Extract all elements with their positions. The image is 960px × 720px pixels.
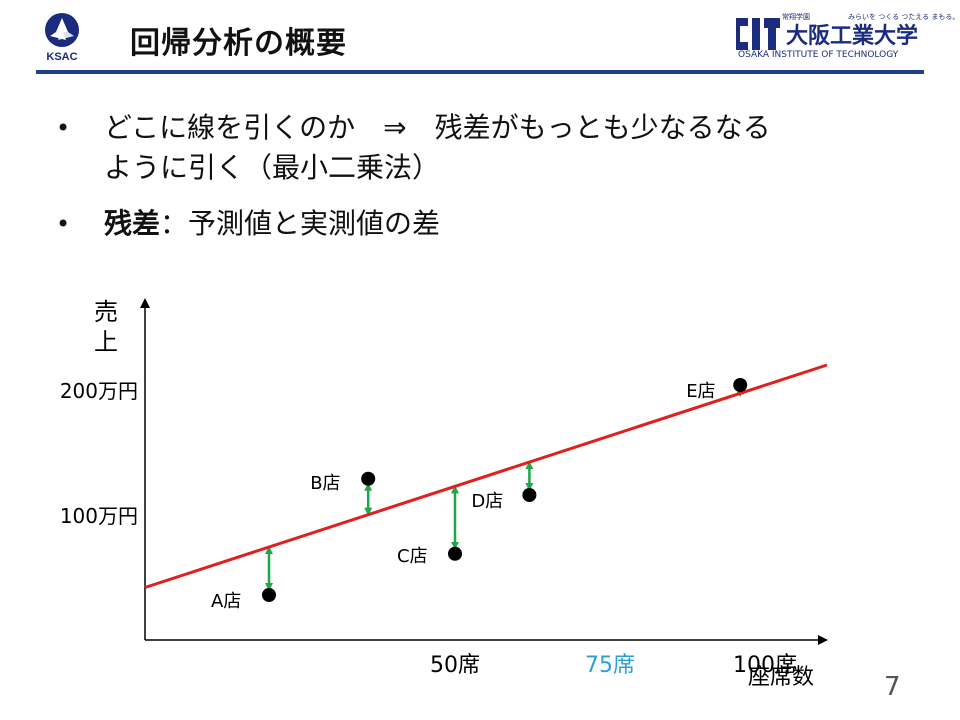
bullet-1-line1: どこに線を引くのか ⇒ 残差がもっとも少なるなる bbox=[104, 111, 771, 144]
y-tick-label: 100万円 bbox=[60, 504, 138, 528]
point-label: B店 bbox=[310, 473, 340, 494]
x-tick-label: 75席 bbox=[585, 653, 635, 678]
y-axis-label: 売上 bbox=[94, 298, 118, 356]
data-point bbox=[361, 471, 376, 486]
data-point bbox=[522, 488, 537, 502]
bullet-1-line2: ように引く（最小二乗法） bbox=[104, 151, 441, 184]
university-tagline: みらいを つくる つたえる まもる。 bbox=[848, 13, 960, 21]
ksac-logo-icon: KSAC bbox=[45, 13, 79, 63]
bullet-2-text: ：予測値と実測値の差 bbox=[160, 207, 441, 240]
regression-line bbox=[144, 363, 828, 589]
university-name: 大阪工業大学 bbox=[786, 24, 919, 49]
y-tick-label: 200万円 bbox=[60, 379, 138, 403]
point-label: A店 bbox=[211, 591, 241, 612]
point-label: C店 bbox=[397, 546, 428, 567]
page-number: 7 bbox=[884, 672, 901, 702]
university-name-en: OSAKA INSTITUTE OF TECHNOLOGY bbox=[738, 50, 899, 60]
data-point bbox=[262, 588, 276, 602]
bullet-marker-2: • bbox=[56, 210, 71, 238]
data-point bbox=[448, 546, 462, 561]
point-label: D店 bbox=[471, 491, 503, 512]
page-title: 回帰分析の概要 bbox=[130, 26, 347, 61]
header-divider bbox=[36, 70, 924, 74]
bullet-2-term: 残差 bbox=[104, 207, 161, 240]
x-tick-label: 50席 bbox=[430, 653, 480, 678]
university-group-label: 常翔学園 bbox=[782, 13, 810, 21]
point-label: E店 bbox=[686, 381, 715, 402]
x-axis-label: 座席数 bbox=[748, 665, 814, 690]
bullet-marker-1: • bbox=[56, 114, 71, 142]
bullet-2: 残差：予測値と実測値の差 bbox=[104, 204, 440, 244]
x-tick-label: 100席 bbox=[733, 653, 797, 678]
university-logo-icon bbox=[736, 18, 780, 50]
data-point bbox=[733, 378, 748, 392]
logo-left-text: KSAC bbox=[46, 51, 77, 63]
